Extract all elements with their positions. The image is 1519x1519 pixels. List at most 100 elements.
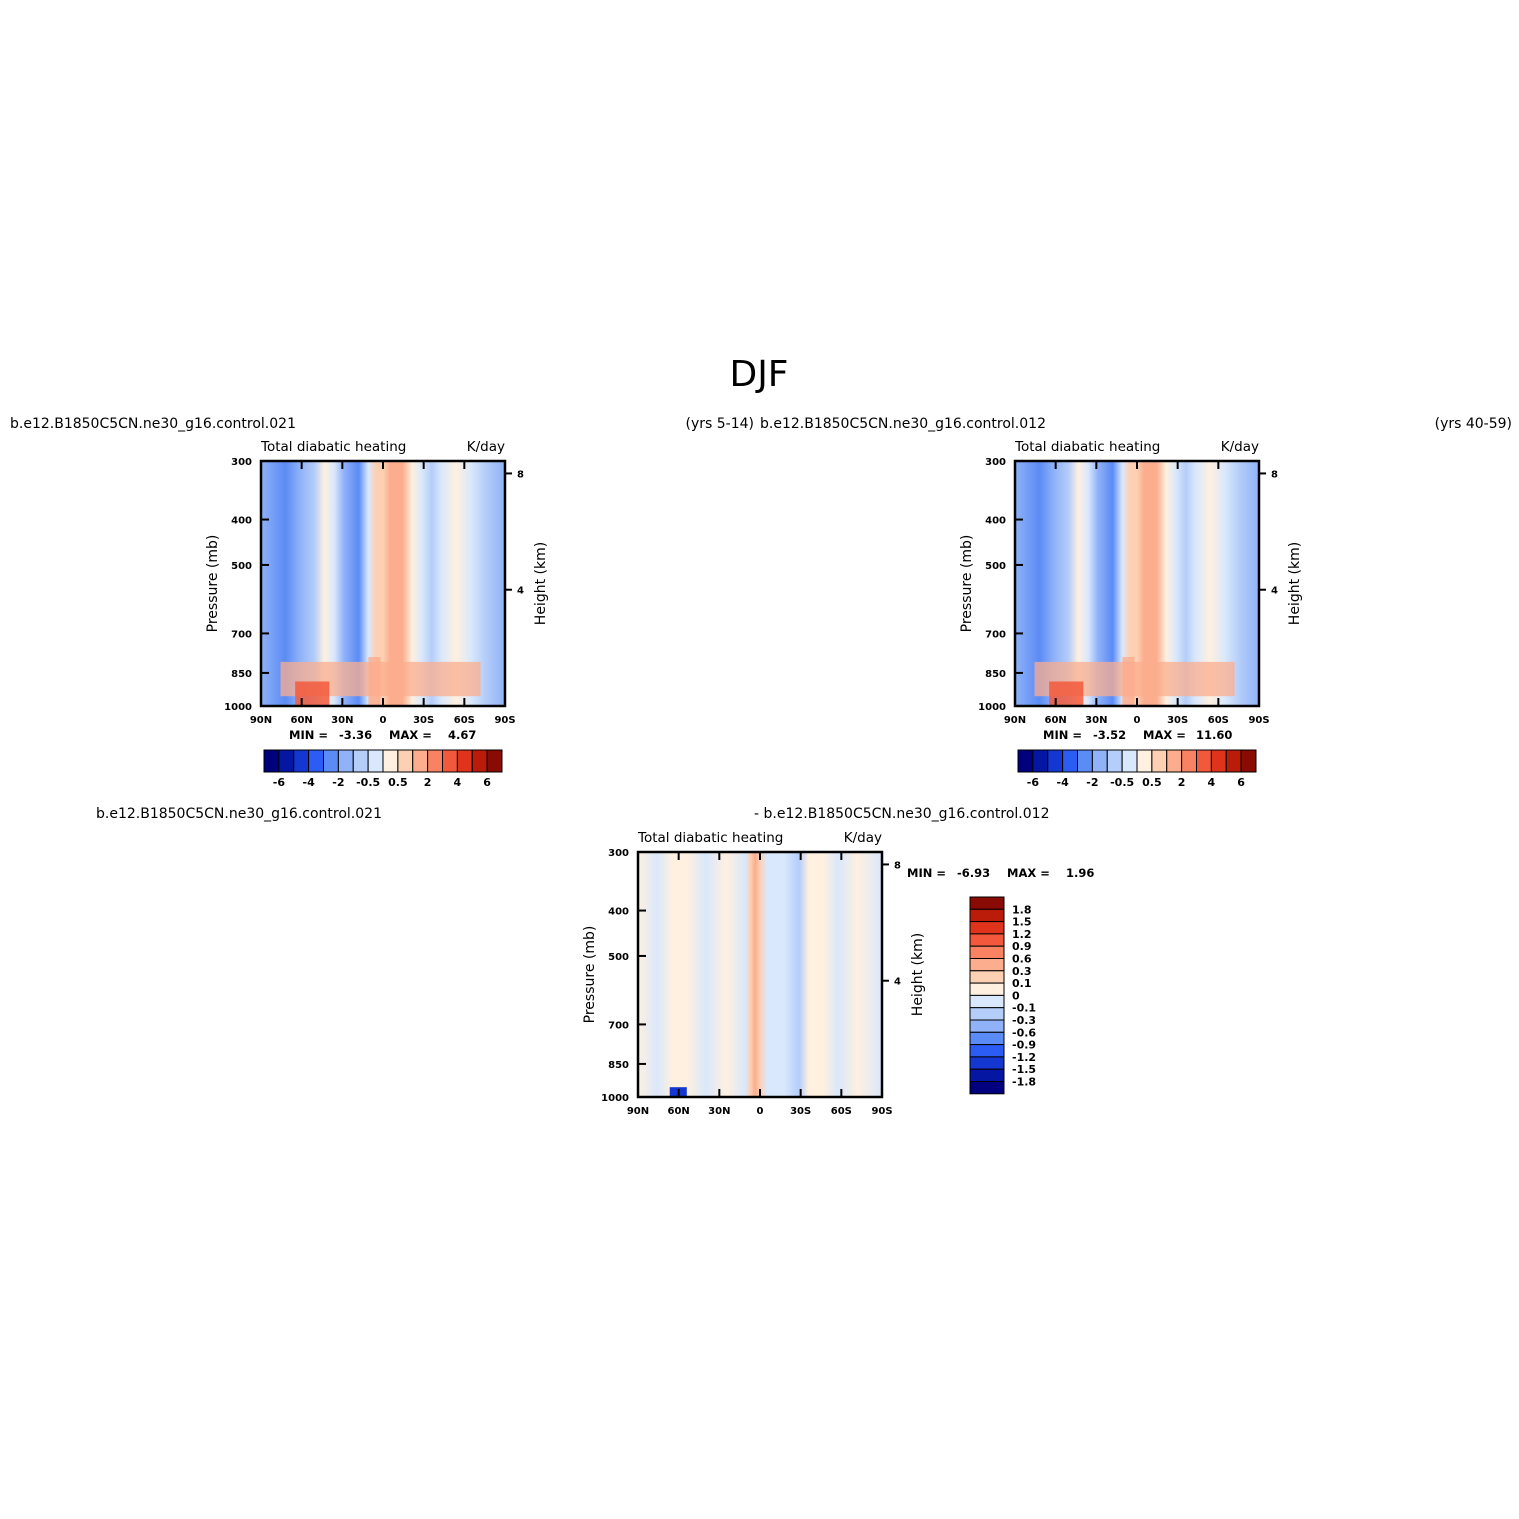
- panel1-min-value: -3.36: [339, 728, 372, 742]
- panel3-colorbar-box: [969, 1081, 1005, 1095]
- panel2-ytick-label: 300: [985, 457, 1006, 468]
- panel1-xtick-label: 30S: [413, 715, 434, 726]
- panel1-colorbar-box: [427, 749, 443, 773]
- panel1-colorbar-box: [456, 749, 473, 773]
- panel2-colorbar-label: 0.5: [1142, 776, 1162, 789]
- panel3-xtick-label: 60N: [668, 1106, 690, 1117]
- panel3-ytick-label: 700: [608, 1020, 629, 1031]
- panel3-colorbar-label: 1.5: [1012, 916, 1032, 929]
- panel1-ytick-label: 700: [231, 629, 252, 640]
- panel2-max-value: 11.60: [1196, 728, 1232, 742]
- panel3-max-label: MAX =: [1007, 866, 1050, 880]
- panel2-colorbar-box: [1240, 749, 1257, 773]
- panel2-colorbar: -6 -4 -2 -0.5 0.5 2 4 6: [1017, 749, 1257, 789]
- panel1-colorbar-box: [397, 749, 414, 773]
- panel1-y2tick-label: 8: [517, 469, 524, 480]
- panel3-colorbar-box: [969, 1068, 1005, 1082]
- panel3-case-name: b.e12.B1850C5CN.ne30_g16.control.021: [96, 806, 382, 822]
- panel3-colorbar-label: -0.1: [1012, 1002, 1036, 1015]
- panel3-variable: Total diabatic heating: [637, 830, 783, 846]
- panel3-colorbar-box: [969, 921, 1005, 935]
- panel2-min-value: -3.52: [1093, 728, 1126, 742]
- panel3-colorbar-label: -1.5: [1012, 1063, 1036, 1076]
- panel1-colorbar-box: [471, 749, 488, 773]
- panel2-colorbar-label: 6: [1237, 776, 1245, 789]
- panel3-colorbar-label: 0: [1012, 989, 1020, 1002]
- panel3-ytick-label: 500: [608, 952, 629, 963]
- panel3-colorbar-box: [969, 1019, 1005, 1033]
- panel1-colorbar-label: 4: [454, 776, 462, 789]
- panel1-xtick-label: 0: [380, 715, 387, 726]
- panel3-colorbar-label: -0.9: [1012, 1039, 1036, 1052]
- panel1-min-label: MIN =: [289, 728, 328, 742]
- panel2-ytick-label: 700: [985, 629, 1006, 640]
- panel3-y2tick-label: 4: [894, 977, 901, 988]
- panel3-xtick-label: 30S: [790, 1106, 811, 1117]
- panel2-itcz-core: [1122, 657, 1135, 706]
- panel1-colorbar-box: [293, 749, 310, 773]
- panel3-xtick-label: 90N: [627, 1106, 649, 1117]
- panel3-colorbar-label: 0.1: [1012, 977, 1032, 990]
- panel1-variable: Total diabatic heating: [260, 439, 406, 455]
- panel2-colorbar-label: -6: [1027, 776, 1040, 789]
- panel3-colorbar-box: [969, 933, 1005, 947]
- panel2-xtick-label: 60N: [1045, 715, 1067, 726]
- panel2-variable: Total diabatic heating: [1014, 439, 1160, 455]
- panel3-colorbar: 1.81.51.20.90.60.30.10-0.1-0.3-0.6-0.9-1…: [969, 896, 1036, 1095]
- panel2-ytick-label: 500: [985, 561, 1006, 572]
- panel2-y2label: Height (km): [1287, 542, 1303, 625]
- panel2-colorbar-box: [1151, 749, 1168, 773]
- panel2-ylabel: Pressure (mb): [959, 535, 975, 633]
- panel2-colorbar-box: [1091, 749, 1108, 773]
- panel3-min-value: -6.93: [957, 866, 990, 880]
- panel2-colorbar-box: [1017, 749, 1034, 773]
- panel2-colorbar-box: [1166, 749, 1183, 773]
- panel3-colorbar-label: -1.8: [1012, 1076, 1036, 1089]
- panel1-colorbar-label: -6: [273, 776, 286, 789]
- panel3-ytick-label: 400: [608, 907, 629, 918]
- panel2-colorbar-box: [1210, 749, 1227, 773]
- panel2-xtick-label: 60S: [1208, 715, 1229, 726]
- panel1-xtick-label: 90N: [250, 715, 272, 726]
- panel1-colorbar-box: [323, 749, 339, 773]
- panel2-xtick-label: 90S: [1248, 715, 1269, 726]
- panel1-colorbar-box: [337, 749, 354, 773]
- panel3-colorbar-box: [969, 945, 1005, 960]
- panel3-colorbar-label: 1.2: [1012, 928, 1032, 941]
- panel1-xtick-label: 60N: [291, 715, 313, 726]
- panel1-colorbar-box: [367, 749, 384, 773]
- panel1-minmax: MIN = -3.36 MAX = 4.67: [289, 728, 476, 742]
- panel3-plot: Total diabatic heating K/day 90N 60N 30N 0 30S…: [582, 830, 926, 1117]
- panel2-xtick-label: 30S: [1167, 715, 1188, 726]
- panel2-colorbar-label: -4: [1057, 776, 1070, 789]
- panel1-colorbar-box: [308, 749, 324, 773]
- panel1-plot: Total diabatic heating K/day 90N 60N 30N 0 30S…: [205, 439, 549, 726]
- panel3-colorbar-label: 0.9: [1012, 940, 1032, 953]
- panel2-units: K/day: [1221, 439, 1259, 455]
- panel1-colorbar-label: -0.5: [356, 776, 380, 789]
- panel2-ytick-label: 850: [985, 669, 1006, 680]
- panel3-contour-field: [638, 852, 882, 1097]
- panel2-surface-max: [1049, 681, 1084, 706]
- panel3-colorbar-label: 0.6: [1012, 953, 1032, 966]
- panel1-colorbar-box: [412, 749, 429, 773]
- panel2-minmax: MIN = -3.52 MAX = 11.60: [1043, 728, 1232, 742]
- panel3-colorbar-box: [969, 908, 1005, 923]
- panel3-colorbar-box: [969, 970, 1005, 984]
- panel2-y2tick-label: 8: [1271, 469, 1278, 480]
- panel2-max-label: MAX =: [1143, 728, 1186, 742]
- panel2-ytick-label: 1000: [978, 702, 1006, 713]
- panel3-ylabel: Pressure (mb): [582, 926, 598, 1024]
- panel1-ytick-label: 300: [231, 457, 252, 468]
- panel3-xtick-label: 0: [757, 1106, 764, 1117]
- panel2-colorbar-box: [1077, 749, 1093, 773]
- panel3-max-value: 1.96: [1066, 866, 1094, 880]
- panel2-y2tick-label: 4: [1271, 586, 1278, 597]
- panel3-colorbar-box: [969, 1031, 1005, 1046]
- panel2-colorbar-label: -0.5: [1110, 776, 1134, 789]
- panel2-colorbar-label: 2: [1178, 776, 1186, 789]
- panel2-case-name: b.e12.B1850C5CN.ne30_g16.control.012: [760, 416, 1046, 432]
- panel3-y2tick-label: 8: [894, 860, 901, 871]
- panel3-colorbar-label: -0.6: [1012, 1026, 1036, 1039]
